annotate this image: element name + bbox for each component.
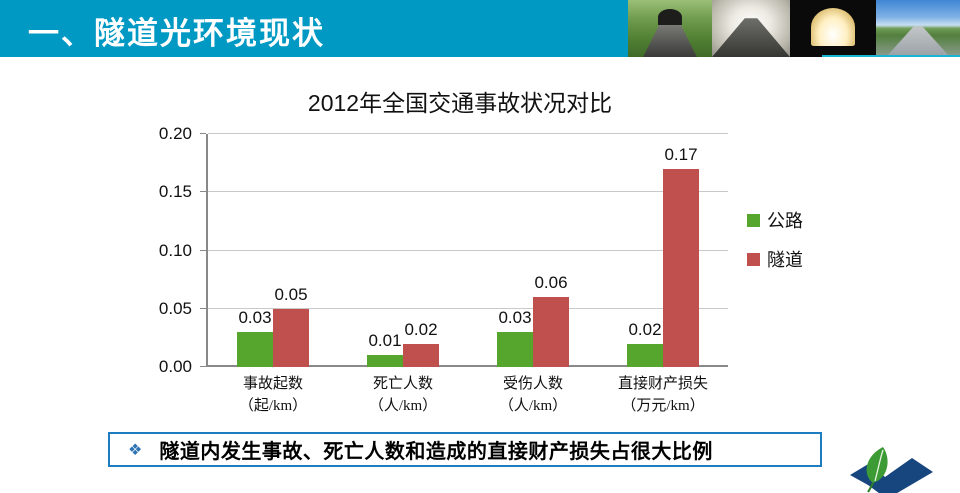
bar-series0-cat3 <box>627 343 663 367</box>
bar-data-label: 0.03 <box>498 308 532 328</box>
legend-swatch-icon <box>747 252 760 266</box>
x-category-label: 死亡人数 （人/km） <box>368 376 438 414</box>
x-category-label: 事故起数 （起/km） <box>238 376 308 414</box>
tunnel-exit-photo <box>790 0 876 57</box>
y-tick-label: 0.00 <box>158 357 192 376</box>
bar-data-label: 0.03 <box>238 308 272 328</box>
chart-legend: 公路 隧道 <box>747 207 803 285</box>
bar-series0-cat0 <box>237 332 273 367</box>
legend-label: 隧道 <box>767 250 803 270</box>
y-axis-line <box>206 134 208 367</box>
bar-data-label: 0.02 <box>628 319 662 339</box>
gridline <box>208 191 728 193</box>
y-tick-label: 0.10 <box>158 240 192 260</box>
legend-item: 隧道 <box>747 246 803 272</box>
bar-series1-cat3 <box>663 168 699 367</box>
summary-box: ❖ 隧道内发生事故、死亡人数和造成的直接财产损失占很大比例 <box>108 432 822 467</box>
legend-item: 公路 <box>747 207 803 233</box>
legend-label: 公路 <box>767 211 803 231</box>
bar-data-label: 0.05 <box>274 284 308 304</box>
chart-title: 2012年全国交通事故状况对比 <box>307 90 613 116</box>
bar-series1-cat2 <box>533 297 569 367</box>
bar-data-label: 0.17 <box>664 144 698 164</box>
bar-series0-cat1 <box>367 355 403 367</box>
x-axis-line <box>206 365 728 367</box>
x-category-label: 受伤人数 （人/km） <box>498 376 568 414</box>
highway-photo <box>876 0 960 57</box>
bar-series1-cat0 <box>273 308 309 367</box>
y-axis-tick <box>200 249 206 251</box>
x-category-label: 直接财产损失 （万元/km） <box>617 376 708 414</box>
legend-swatch-icon <box>747 213 760 227</box>
y-axis-tick <box>200 307 206 309</box>
bar-series1-cat1 <box>403 343 439 367</box>
page-title: 一、隧道光环境现状 <box>28 16 325 51</box>
bar-series0-cat2 <box>497 332 533 367</box>
gridline <box>208 133 728 134</box>
leaf-swoosh-logo <box>850 447 933 493</box>
y-axis-tick <box>200 191 206 193</box>
y-tick-label: 0.15 <box>158 182 192 202</box>
header-bar: 一、隧道光环境现状 <box>0 0 960 57</box>
summary-text: 隧道内发生事故、死亡人数和造成的直接财产损失占很大比例 <box>159 441 713 463</box>
header-accent-line <box>822 55 960 57</box>
chart-plot-area: 0.03 0.05 0.01 0.02 0.03 0.06 0.02 0.17 <box>200 133 728 367</box>
bar-data-label: 0.01 <box>368 331 402 351</box>
y-tick-label: 0.20 <box>158 124 192 143</box>
bar-data-label: 0.02 <box>404 319 438 339</box>
bar-data-label: 0.06 <box>534 273 568 293</box>
y-tick-label: 0.05 <box>158 298 192 318</box>
four-diamond-bullet-icon: ❖ <box>128 441 143 459</box>
header-photos <box>628 0 960 57</box>
tunnel-interior-photo <box>712 0 790 57</box>
y-axis-tick <box>200 366 206 367</box>
tunnel-entrance-photo <box>628 0 712 57</box>
gridline <box>208 307 728 309</box>
y-axis-tick <box>200 133 206 134</box>
gridline <box>208 249 728 251</box>
